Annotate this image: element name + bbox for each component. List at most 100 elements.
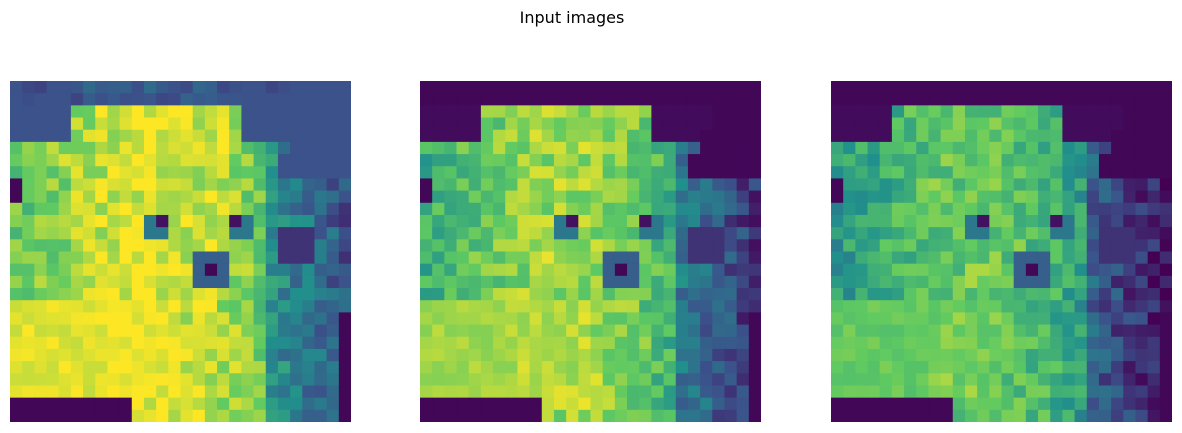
pixel (928, 141, 942, 155)
pixel (444, 385, 458, 399)
pixel (566, 190, 579, 204)
pixel (700, 312, 713, 326)
pixel (724, 166, 738, 179)
pixel (1111, 141, 1124, 155)
pixel (119, 348, 133, 362)
pixel (529, 324, 543, 338)
pixel (46, 190, 60, 204)
pixel (95, 263, 108, 277)
pixel (1123, 93, 1136, 106)
pixel (687, 373, 701, 386)
pixel (867, 141, 881, 155)
pixel (675, 263, 689, 277)
pixel (1038, 288, 1051, 301)
pixel (22, 93, 35, 106)
pixel (578, 361, 591, 374)
pixel (444, 117, 458, 131)
pixel (34, 81, 48, 94)
pixel (700, 373, 713, 386)
pixel (180, 227, 194, 240)
pixel (70, 117, 84, 131)
pixel (736, 214, 750, 228)
pixel (22, 275, 35, 289)
pixel (95, 373, 108, 386)
pixel (1013, 348, 1027, 362)
pixel (724, 324, 738, 338)
pixel (505, 214, 518, 228)
pixel (748, 348, 761, 362)
pixel (1147, 373, 1161, 386)
pixel (1147, 324, 1161, 338)
pixel (964, 336, 978, 350)
pixel (241, 81, 255, 94)
pixel (566, 385, 579, 399)
pixel (940, 275, 954, 289)
pixel (265, 105, 279, 119)
pixel (867, 251, 881, 265)
pixel (952, 129, 966, 143)
pixel (566, 361, 579, 374)
pixel (831, 239, 844, 252)
pixel (444, 239, 458, 252)
pixel (879, 300, 893, 313)
pixel (590, 214, 604, 228)
pixel (493, 202, 506, 216)
pixel (253, 385, 267, 399)
pixel (468, 190, 482, 204)
pixel (1001, 141, 1015, 155)
pixel (1074, 336, 1088, 350)
pixel (602, 275, 616, 289)
pixel (22, 300, 35, 313)
pixel (602, 348, 616, 362)
pixel (867, 288, 881, 301)
pixel (602, 129, 616, 143)
pixel (338, 361, 351, 374)
pixel (867, 397, 881, 411)
pixel (314, 214, 328, 228)
pixel (639, 300, 652, 313)
pixel (602, 251, 616, 265)
pixel (204, 141, 218, 155)
pixel (338, 178, 351, 192)
pixel (468, 93, 482, 106)
pixel (493, 263, 506, 277)
pixel (553, 214, 567, 228)
pixel (687, 361, 701, 374)
pixel (663, 385, 677, 399)
pixel (192, 251, 206, 265)
pixel (119, 214, 133, 228)
pixel (338, 214, 351, 228)
pixel (687, 178, 701, 192)
pixel (627, 397, 640, 411)
pixel (22, 409, 35, 422)
pixel (156, 141, 169, 155)
pixel (444, 93, 458, 106)
pixel (831, 348, 844, 362)
pixel (1159, 361, 1172, 374)
pixel (480, 93, 494, 106)
pixel (131, 385, 145, 399)
pixel (10, 105, 23, 119)
pixel (480, 178, 494, 192)
pixel (1062, 288, 1076, 301)
pixel (22, 397, 35, 411)
pixel (217, 214, 230, 228)
pixel (1159, 312, 1172, 326)
pixel (168, 214, 181, 228)
pixel (553, 324, 567, 338)
pixel (241, 336, 255, 350)
pixel (229, 93, 242, 106)
pixel (578, 397, 591, 411)
pixel (229, 385, 242, 399)
pixel (22, 251, 35, 265)
pixel (639, 373, 652, 386)
pixel (1086, 409, 1100, 422)
pixel (627, 324, 640, 338)
pixel (119, 190, 133, 204)
pixel (651, 105, 665, 119)
pixel (675, 361, 689, 374)
pixel (180, 373, 194, 386)
pixel (192, 361, 206, 374)
pixel (989, 251, 1002, 265)
pixel (192, 190, 206, 204)
